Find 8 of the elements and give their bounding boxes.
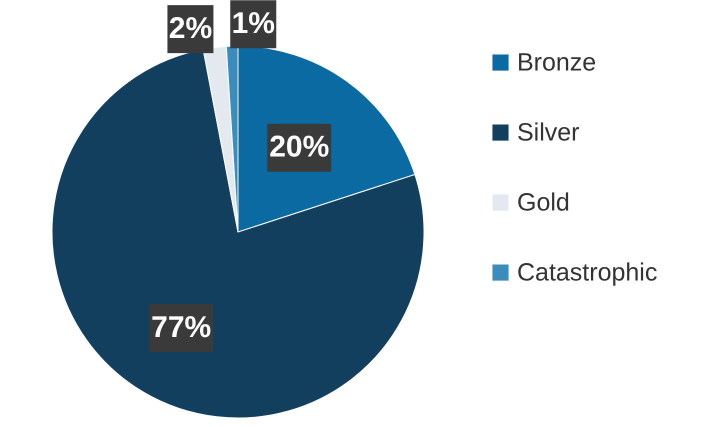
legend-label: Gold: [517, 188, 570, 216]
legend-label: Catastrophic: [517, 258, 658, 286]
legend-label: Bronze: [517, 48, 596, 76]
data-label: 1%: [232, 7, 275, 40]
legend-label: Silver: [517, 118, 580, 146]
data-label: 2%: [168, 12, 212, 46]
data-label: 20%: [269, 130, 330, 164]
data-label: 77%: [151, 311, 212, 344]
